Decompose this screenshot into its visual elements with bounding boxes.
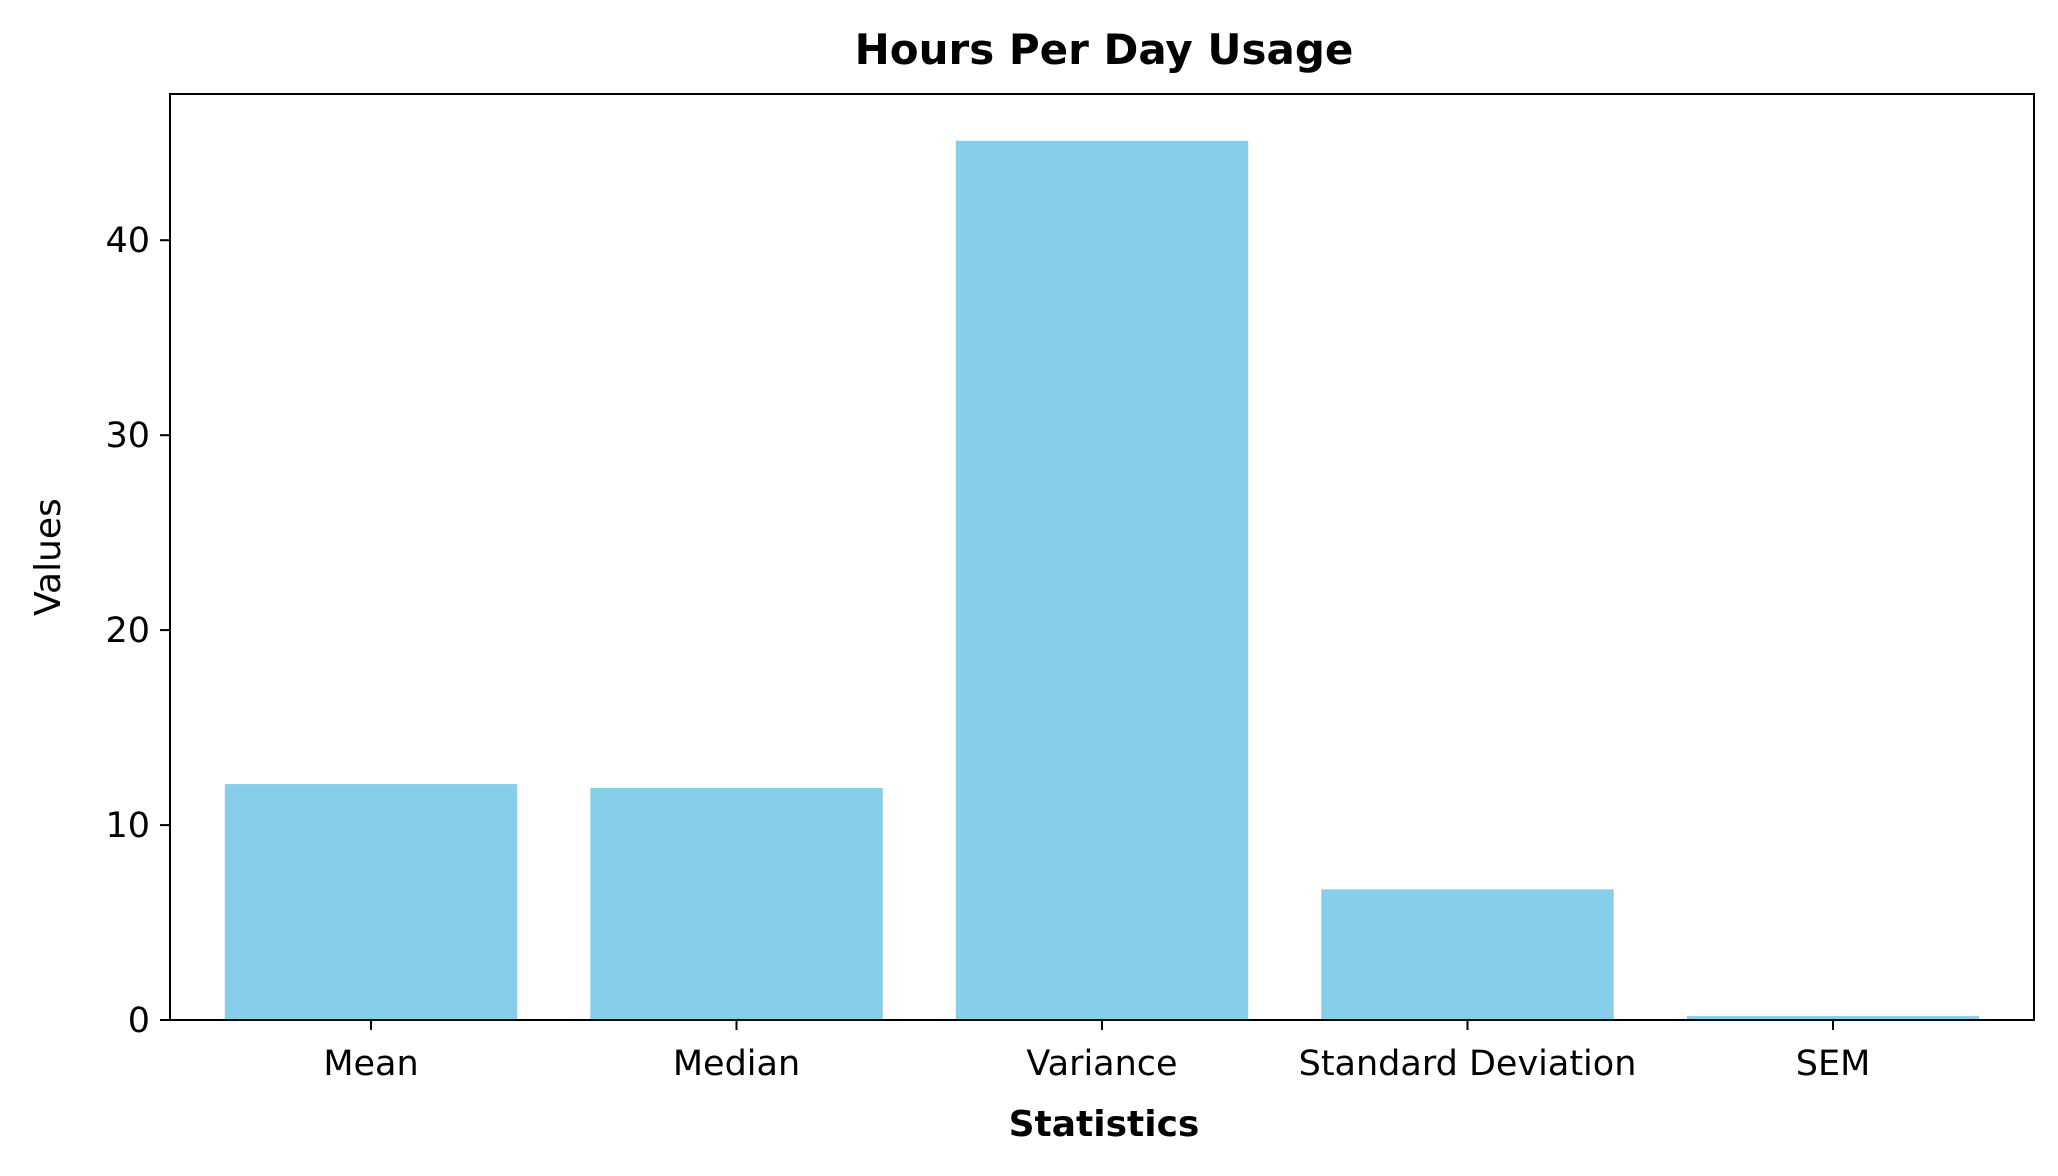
- x-tick-label: Median: [673, 1044, 800, 1084]
- y-tick-label: 40: [105, 221, 150, 261]
- ticks-layer: Mean Median Variance Standard Deviation SEM 0…: [105, 221, 1870, 1084]
- x-tick-label: Standard Deviation: [1299, 1044, 1637, 1084]
- bar-median: [590, 788, 883, 1020]
- x-tick-label: SEM: [1796, 1044, 1871, 1084]
- chart-title: Hours Per Day Usage: [855, 25, 1354, 74]
- bar-standard-deviation: [1321, 889, 1614, 1020]
- bar-mean: [224, 784, 518, 1020]
- x-axis-label: Statistics: [1009, 1104, 1200, 1145]
- x-tick-label: Variance: [1026, 1044, 1177, 1084]
- y-tick-label: 20: [105, 611, 150, 651]
- plot-frame: [169, 93, 2035, 1021]
- y-axis-label: Values: [28, 498, 69, 616]
- bars-layer: [224, 140, 1980, 1021]
- y-tick-label: 30: [105, 416, 150, 456]
- bar-variance: [955, 140, 1249, 1021]
- x-tick-label: Mean: [323, 1044, 418, 1084]
- bar-sem: [1686, 1016, 1980, 1020]
- y-tick-label: 0: [128, 1001, 150, 1041]
- y-tick-label: 10: [105, 806, 150, 846]
